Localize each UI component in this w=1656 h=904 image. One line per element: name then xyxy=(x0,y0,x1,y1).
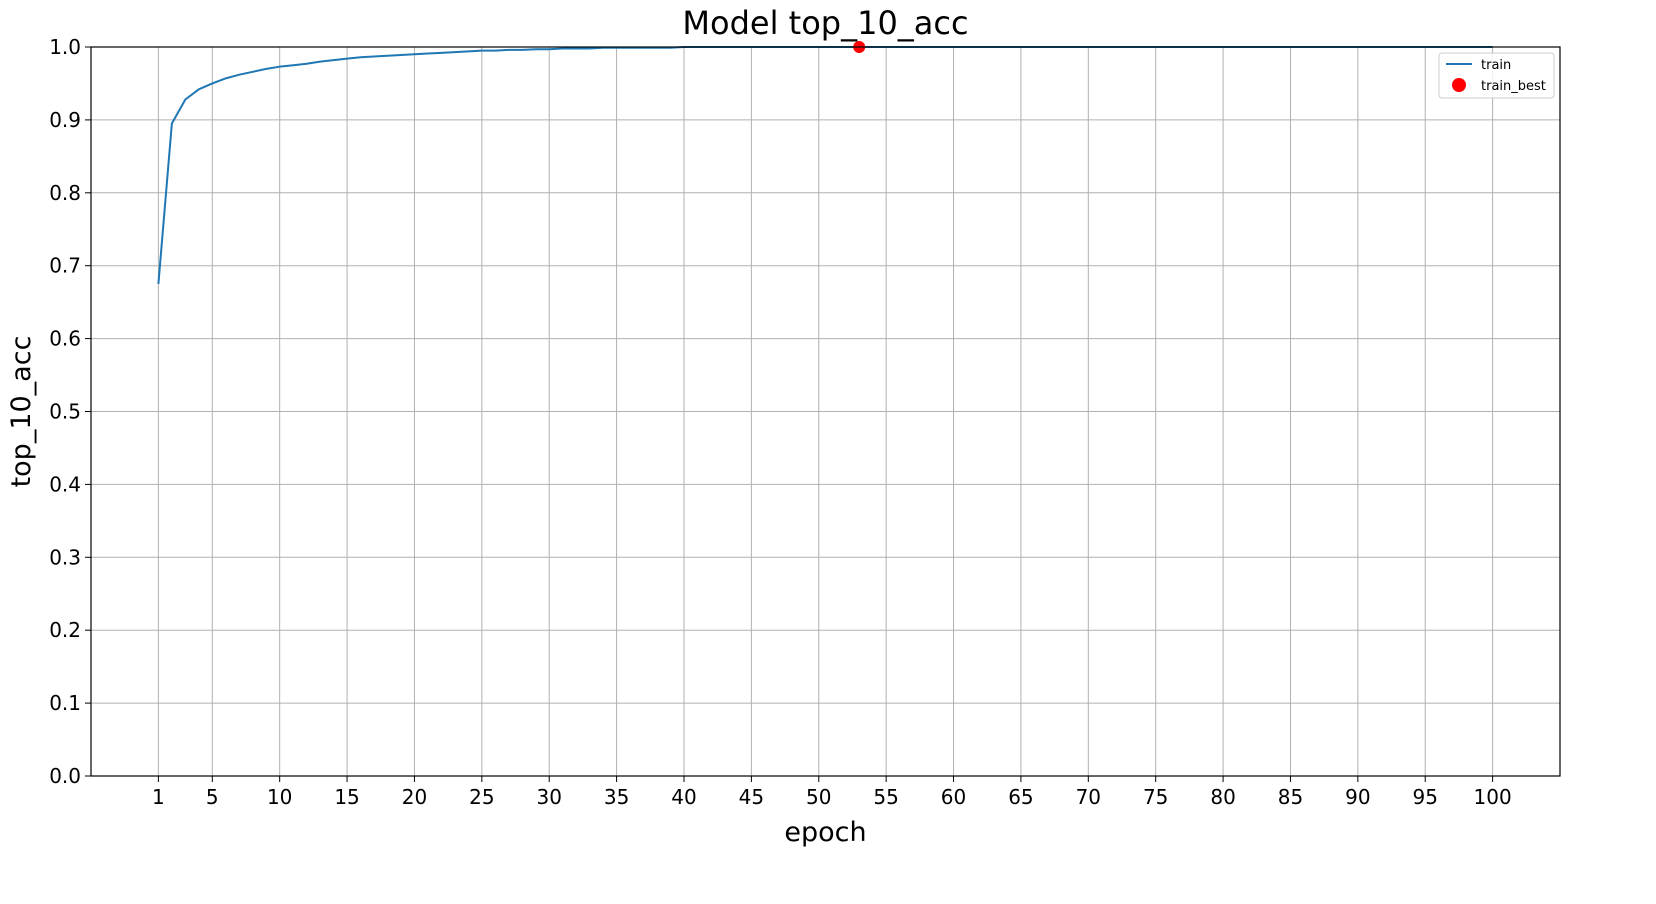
tick-labels: 1 5 10 15 20 25 30 35 40 45 50 55 60 65 70 75 80 85 90 95 10… xyxy=(49,35,1512,809)
chart-title: Model top_10_acc xyxy=(682,4,968,42)
x-tick-label: 90 xyxy=(1345,785,1370,809)
x-tick-label: 100 xyxy=(1474,785,1512,809)
x-tick-label: 95 xyxy=(1413,785,1438,809)
x-tick-label: 45 xyxy=(739,785,764,809)
y-tick-label: 0.6 xyxy=(49,327,81,351)
axis-ticks xyxy=(85,46,1494,782)
legend-train-best-swatch xyxy=(1452,78,1466,92)
x-tick-label: 1 xyxy=(152,785,165,809)
x-tick-label: 35 xyxy=(604,785,629,809)
x-tick-label: 60 xyxy=(941,785,966,809)
x-tick-label: 50 xyxy=(806,785,831,809)
x-tick-label: 70 xyxy=(1076,785,1101,809)
x-axis-label: epoch xyxy=(784,817,866,848)
x-tick-label: 20 xyxy=(402,785,427,809)
x-tick-label: 30 xyxy=(536,785,561,809)
y-tick-label: 0.5 xyxy=(49,400,81,424)
x-tick-label: 10 xyxy=(267,785,292,809)
legend: train train_best xyxy=(1438,52,1555,99)
x-tick-label: 25 xyxy=(469,785,494,809)
y-axis-label: top_10_acc xyxy=(6,336,37,488)
y-tick-label: 0.7 xyxy=(49,254,81,278)
y-tick-label: 0.9 xyxy=(49,108,81,132)
y-tick-label: 0.8 xyxy=(49,181,81,205)
y-tick-label: 0.3 xyxy=(49,545,81,569)
x-tick-label: 75 xyxy=(1143,785,1168,809)
y-tick-label: 0.2 xyxy=(49,618,81,642)
x-tick-label: 85 xyxy=(1278,785,1303,809)
legend-train-label: train xyxy=(1481,58,1511,73)
y-tick-label: 0.1 xyxy=(49,691,81,715)
y-tick-label: 0.4 xyxy=(49,472,81,496)
x-tick-label: 40 xyxy=(671,785,696,809)
x-tick-label: 80 xyxy=(1210,785,1235,809)
y-tick-label: 0.0 xyxy=(49,764,81,788)
x-tick-label: 5 xyxy=(206,785,219,809)
x-tick-label: 15 xyxy=(334,785,359,809)
y-tick-label: 1.0 xyxy=(49,35,81,59)
legend-train-best-label: train_best xyxy=(1481,79,1546,94)
x-tick-label: 65 xyxy=(1008,785,1033,809)
x-tick-label: 55 xyxy=(873,785,898,809)
